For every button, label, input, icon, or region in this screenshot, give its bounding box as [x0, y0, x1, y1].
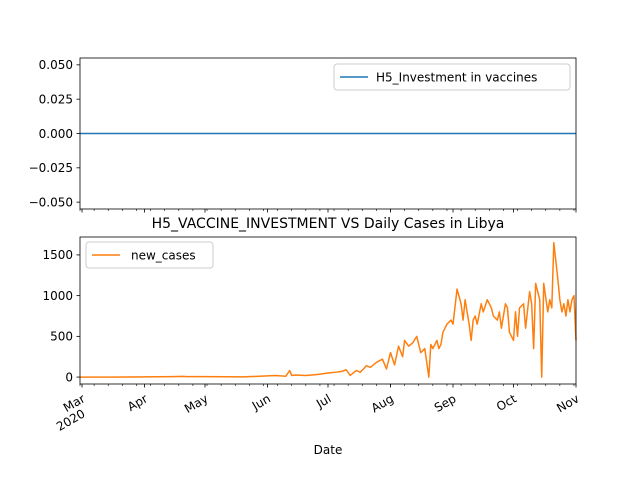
top-y-tick-label: 0.025 [39, 92, 73, 106]
bottom-legend-box [85, 241, 214, 269]
bottom-y-ticks: 0 500 1000 1500 [42, 248, 80, 384]
top-y-tick-label: 0.000 [39, 127, 73, 141]
bottom-y-tick-label: 1000 [42, 289, 73, 303]
bottom-x-tick-label: Jul [313, 391, 333, 411]
top-y-tick-label: −0.050 [29, 195, 73, 209]
bottom-y-tick-label: 0 [65, 370, 73, 384]
bottom-y-tick-label: 1500 [42, 248, 73, 262]
series-line-new-cases [80, 241, 577, 378]
top-legend-box [333, 63, 571, 91]
top-y-tick-label: 0.050 [39, 58, 73, 72]
top-legend: H5_Investment in vaccines [333, 63, 571, 91]
x-axis-label: Date [314, 443, 343, 457]
bottom-legend: new_cases [85, 241, 214, 269]
top-plot-frame [79, 57, 577, 210]
top-subplot: −0.050 −0.025 0.000 0.025 0.050 H5_Investmen… [29, 57, 577, 213]
top-legend-label: H5_Investment in vaccines [376, 71, 537, 85]
bottom-legend-label: new_cases [131, 249, 196, 263]
bottom-plot-frame [79, 236, 577, 385]
bottom-y-tick-label: 500 [50, 330, 73, 344]
top-y-tick-label: −0.025 [29, 161, 73, 175]
chart-title: H5_VACCINE_INVESTMENT VS Daily Cases in … [152, 216, 505, 232]
top-y-ticks: −0.050 −0.025 0.000 0.025 0.050 [29, 58, 80, 209]
